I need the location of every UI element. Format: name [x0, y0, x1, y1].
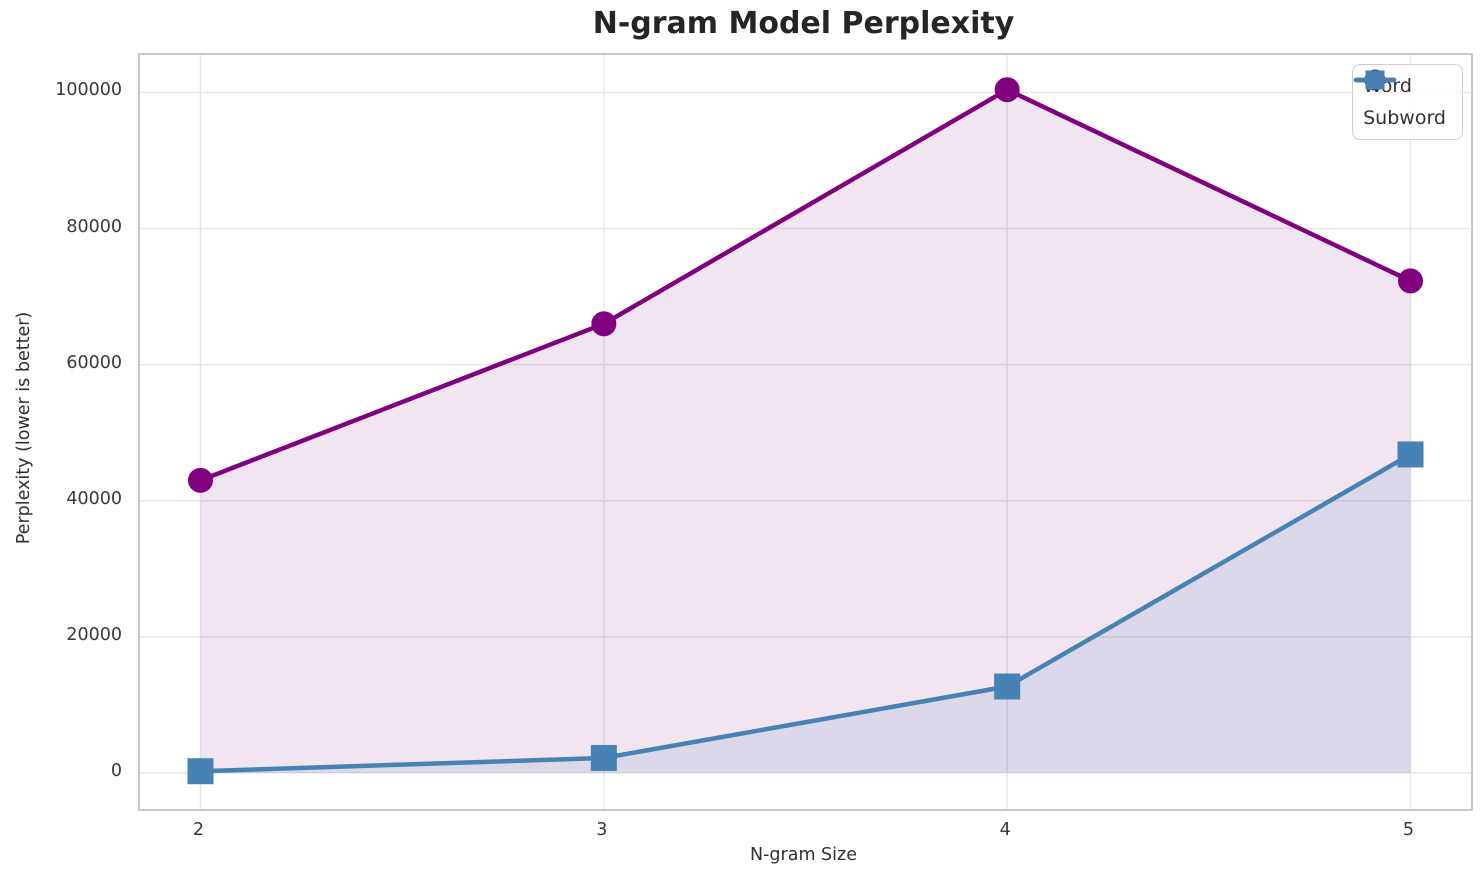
y-tick-label: 60000 — [66, 352, 122, 373]
word-data-point — [994, 77, 1020, 103]
word-data-point — [188, 467, 213, 493]
subword-data-point — [187, 758, 214, 785]
x-tick-label: 2 — [192, 820, 205, 840]
plot-area: Word Subword — [138, 53, 1473, 811]
subword-data-point — [590, 744, 617, 771]
x-tick-label: 3 — [596, 820, 608, 840]
y-axis-label: Perplexity (lower is better) — [14, 311, 34, 545]
y-tick-label: 20000 — [66, 624, 122, 645]
x-tick-label: 4 — [999, 820, 1011, 840]
subword-series-marker-icon — [1353, 70, 1397, 90]
word-data-point — [1398, 268, 1423, 294]
subword-area-fill — [200, 454, 1411, 773]
legend-item-subword[interactable]: Subword — [1353, 70, 1446, 133]
y-tick-label: 40000 — [66, 488, 122, 509]
subword-line — [198, 452, 1413, 774]
word-area-fill — [200, 89, 1411, 773]
y-tick-label: 0 — [110, 760, 122, 781]
subword-data-point — [1397, 441, 1424, 468]
y-tick-label: 100000 — [55, 80, 122, 101]
word-data-point — [591, 311, 617, 337]
x-tick-label: 5 — [1402, 820, 1415, 840]
legend[interactable]: Word Subword — [1352, 64, 1463, 140]
chart-title: N-gram Model Perplexity — [592, 6, 1015, 41]
chart-canvas — [140, 55, 1471, 809]
y-tick-label: 80000 — [66, 216, 122, 237]
x-axis-label: N-gram Size — [750, 845, 857, 865]
subword-data-point — [994, 673, 1021, 700]
legend-label-subword: Subword — [1363, 107, 1446, 129]
word-line — [198, 87, 1413, 483]
